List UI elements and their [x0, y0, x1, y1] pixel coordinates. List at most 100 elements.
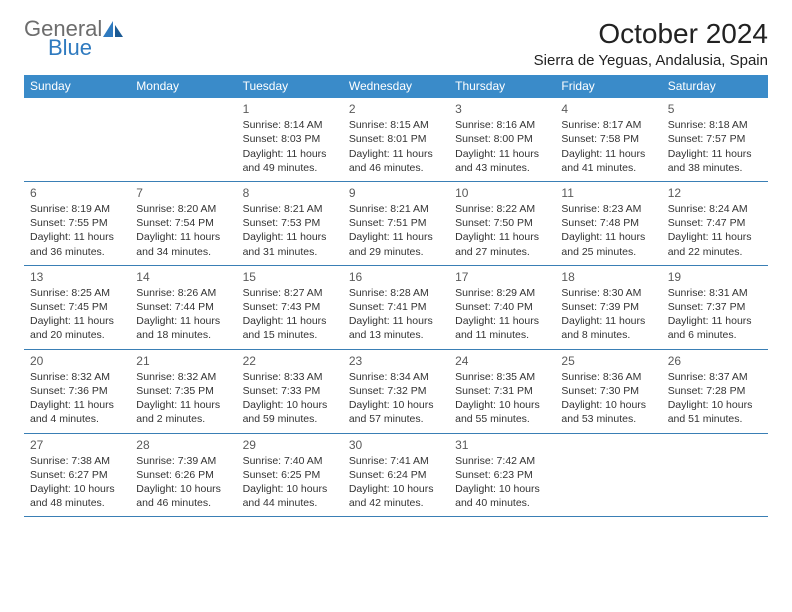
- day-info: Sunrise: 8:17 AM Sunset: 7:58 PM Dayligh…: [561, 118, 655, 175]
- title-block: October 2024 Sierra de Yeguas, Andalusia…: [534, 18, 768, 69]
- day-info: Sunrise: 8:34 AM Sunset: 7:32 PM Dayligh…: [349, 370, 443, 427]
- day-cell: 3Sunrise: 8:16 AM Sunset: 8:00 PM Daylig…: [449, 98, 555, 181]
- calendar-grid: SundayMondayTuesdayWednesdayThursdayFrid…: [24, 75, 768, 517]
- day-cell: 14Sunrise: 8:26 AM Sunset: 7:44 PM Dayli…: [130, 266, 236, 349]
- day-info: Sunrise: 8:21 AM Sunset: 7:51 PM Dayligh…: [349, 202, 443, 259]
- day-number: 4: [561, 101, 655, 117]
- day-cell: 30Sunrise: 7:41 AM Sunset: 6:24 PM Dayli…: [343, 434, 449, 517]
- day-info: Sunrise: 7:41 AM Sunset: 6:24 PM Dayligh…: [349, 454, 443, 511]
- day-info: Sunrise: 8:30 AM Sunset: 7:39 PM Dayligh…: [561, 286, 655, 343]
- day-number: 28: [136, 437, 230, 453]
- day-cell: 4Sunrise: 8:17 AM Sunset: 7:58 PM Daylig…: [555, 98, 661, 181]
- day-cell: 5Sunrise: 8:18 AM Sunset: 7:57 PM Daylig…: [662, 98, 768, 181]
- day-number: 31: [455, 437, 549, 453]
- day-info: Sunrise: 8:22 AM Sunset: 7:50 PM Dayligh…: [455, 202, 549, 259]
- day-cell: 27Sunrise: 7:38 AM Sunset: 6:27 PM Dayli…: [24, 434, 130, 517]
- day-number: 10: [455, 185, 549, 201]
- week-row: 20Sunrise: 8:32 AM Sunset: 7:36 PM Dayli…: [24, 350, 768, 434]
- weekday-saturday: Saturday: [662, 75, 768, 98]
- weekday-sunday: Sunday: [24, 75, 130, 98]
- day-info: Sunrise: 8:23 AM Sunset: 7:48 PM Dayligh…: [561, 202, 655, 259]
- day-number: 18: [561, 269, 655, 285]
- weekday-friday: Friday: [555, 75, 661, 98]
- day-number: 1: [243, 101, 337, 117]
- day-info: Sunrise: 8:32 AM Sunset: 7:36 PM Dayligh…: [30, 370, 124, 427]
- day-cell: 21Sunrise: 8:32 AM Sunset: 7:35 PM Dayli…: [130, 350, 236, 433]
- day-number: 21: [136, 353, 230, 369]
- day-info: Sunrise: 8:16 AM Sunset: 8:00 PM Dayligh…: [455, 118, 549, 175]
- day-number: 25: [561, 353, 655, 369]
- day-cell: 24Sunrise: 8:35 AM Sunset: 7:31 PM Dayli…: [449, 350, 555, 433]
- day-cell: 26Sunrise: 8:37 AM Sunset: 7:28 PM Dayli…: [662, 350, 768, 433]
- day-number: 15: [243, 269, 337, 285]
- day-number: 14: [136, 269, 230, 285]
- day-info: Sunrise: 8:15 AM Sunset: 8:01 PM Dayligh…: [349, 118, 443, 175]
- day-number: 22: [243, 353, 337, 369]
- day-number: 7: [136, 185, 230, 201]
- day-info: Sunrise: 8:37 AM Sunset: 7:28 PM Dayligh…: [668, 370, 762, 427]
- day-info: Sunrise: 8:32 AM Sunset: 7:35 PM Dayligh…: [136, 370, 230, 427]
- day-number: 2: [349, 101, 443, 117]
- day-info: Sunrise: 8:33 AM Sunset: 7:33 PM Dayligh…: [243, 370, 337, 427]
- day-number: 26: [668, 353, 762, 369]
- day-cell: 9Sunrise: 8:21 AM Sunset: 7:51 PM Daylig…: [343, 182, 449, 265]
- day-cell: 23Sunrise: 8:34 AM Sunset: 7:32 PM Dayli…: [343, 350, 449, 433]
- day-cell: 1Sunrise: 8:14 AM Sunset: 8:03 PM Daylig…: [237, 98, 343, 181]
- day-cell: [130, 98, 236, 181]
- day-info: Sunrise: 8:28 AM Sunset: 7:41 PM Dayligh…: [349, 286, 443, 343]
- day-cell: 7Sunrise: 8:20 AM Sunset: 7:54 PM Daylig…: [130, 182, 236, 265]
- sail-icon: [102, 20, 124, 43]
- day-cell: 10Sunrise: 8:22 AM Sunset: 7:50 PM Dayli…: [449, 182, 555, 265]
- day-info: Sunrise: 8:18 AM Sunset: 7:57 PM Dayligh…: [668, 118, 762, 175]
- day-number: 3: [455, 101, 549, 117]
- weekday-header-row: SundayMondayTuesdayWednesdayThursdayFrid…: [24, 75, 768, 98]
- day-info: Sunrise: 8:14 AM Sunset: 8:03 PM Dayligh…: [243, 118, 337, 175]
- day-info: Sunrise: 8:21 AM Sunset: 7:53 PM Dayligh…: [243, 202, 337, 259]
- day-number: 13: [30, 269, 124, 285]
- day-info: Sunrise: 8:36 AM Sunset: 7:30 PM Dayligh…: [561, 370, 655, 427]
- weekday-wednesday: Wednesday: [343, 75, 449, 98]
- day-number: 9: [349, 185, 443, 201]
- day-cell: 17Sunrise: 8:29 AM Sunset: 7:40 PM Dayli…: [449, 266, 555, 349]
- weekday-monday: Monday: [130, 75, 236, 98]
- day-cell: 31Sunrise: 7:42 AM Sunset: 6:23 PM Dayli…: [449, 434, 555, 517]
- day-number: 8: [243, 185, 337, 201]
- day-cell: 16Sunrise: 8:28 AM Sunset: 7:41 PM Dayli…: [343, 266, 449, 349]
- day-number: 27: [30, 437, 124, 453]
- day-number: 29: [243, 437, 337, 453]
- day-info: Sunrise: 7:38 AM Sunset: 6:27 PM Dayligh…: [30, 454, 124, 511]
- day-cell: 6Sunrise: 8:19 AM Sunset: 7:55 PM Daylig…: [24, 182, 130, 265]
- logo: General Blue: [24, 18, 124, 66]
- day-number: 19: [668, 269, 762, 285]
- day-info: Sunrise: 8:31 AM Sunset: 7:37 PM Dayligh…: [668, 286, 762, 343]
- day-number: 23: [349, 353, 443, 369]
- day-number: 17: [455, 269, 549, 285]
- day-cell: [24, 98, 130, 181]
- day-info: Sunrise: 8:24 AM Sunset: 7:47 PM Dayligh…: [668, 202, 762, 259]
- day-info: Sunrise: 8:20 AM Sunset: 7:54 PM Dayligh…: [136, 202, 230, 259]
- logo-text-blue: Blue: [48, 35, 92, 60]
- day-cell: 28Sunrise: 7:39 AM Sunset: 6:26 PM Dayli…: [130, 434, 236, 517]
- day-info: Sunrise: 7:42 AM Sunset: 6:23 PM Dayligh…: [455, 454, 549, 511]
- month-title: October 2024: [534, 18, 768, 50]
- week-row: 6Sunrise: 8:19 AM Sunset: 7:55 PM Daylig…: [24, 182, 768, 266]
- day-number: 24: [455, 353, 549, 369]
- day-cell: 11Sunrise: 8:23 AM Sunset: 7:48 PM Dayli…: [555, 182, 661, 265]
- weeks-container: 1Sunrise: 8:14 AM Sunset: 8:03 PM Daylig…: [24, 98, 768, 517]
- day-cell: 2Sunrise: 8:15 AM Sunset: 8:01 PM Daylig…: [343, 98, 449, 181]
- day-cell: 12Sunrise: 8:24 AM Sunset: 7:47 PM Dayli…: [662, 182, 768, 265]
- day-cell: [662, 434, 768, 517]
- weekday-tuesday: Tuesday: [237, 75, 343, 98]
- day-info: Sunrise: 8:26 AM Sunset: 7:44 PM Dayligh…: [136, 286, 230, 343]
- location-subtitle: Sierra de Yeguas, Andalusia, Spain: [534, 52, 768, 69]
- day-cell: 19Sunrise: 8:31 AM Sunset: 7:37 PM Dayli…: [662, 266, 768, 349]
- logo-text-block: General Blue: [24, 18, 124, 66]
- day-number: 16: [349, 269, 443, 285]
- day-cell: 13Sunrise: 8:25 AM Sunset: 7:45 PM Dayli…: [24, 266, 130, 349]
- day-info: Sunrise: 8:29 AM Sunset: 7:40 PM Dayligh…: [455, 286, 549, 343]
- day-cell: 25Sunrise: 8:36 AM Sunset: 7:30 PM Dayli…: [555, 350, 661, 433]
- day-cell: 22Sunrise: 8:33 AM Sunset: 7:33 PM Dayli…: [237, 350, 343, 433]
- day-number: 30: [349, 437, 443, 453]
- week-row: 27Sunrise: 7:38 AM Sunset: 6:27 PM Dayli…: [24, 434, 768, 518]
- day-cell: [555, 434, 661, 517]
